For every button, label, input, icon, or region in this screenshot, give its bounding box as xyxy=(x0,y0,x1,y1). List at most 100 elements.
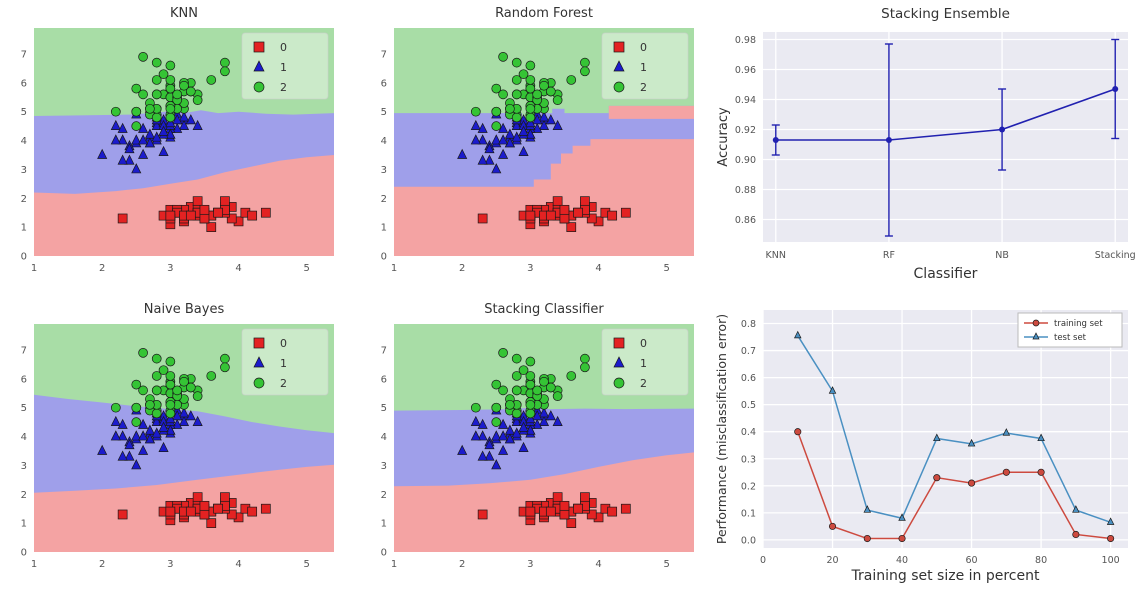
svg-text:4: 4 xyxy=(21,136,27,147)
svg-text:2: 2 xyxy=(21,194,27,205)
svg-text:1: 1 xyxy=(280,357,287,370)
svg-text:0.2: 0.2 xyxy=(741,481,756,492)
svg-text:5: 5 xyxy=(381,107,387,118)
svg-text:3: 3 xyxy=(381,461,387,472)
svg-text:NB: NB xyxy=(995,250,1009,261)
svg-text:7: 7 xyxy=(381,49,387,60)
learning-curve-xaxis-label: Training set size in percent xyxy=(851,568,1040,584)
svg-text:4: 4 xyxy=(235,559,241,570)
svg-text:6: 6 xyxy=(21,374,27,385)
svg-text:2: 2 xyxy=(459,263,465,274)
svg-text:1: 1 xyxy=(280,61,287,74)
learning-curve-yaxis-label: Performance (misclassification error) xyxy=(714,313,729,545)
svg-text:0.88: 0.88 xyxy=(735,185,756,196)
svg-text:0.96: 0.96 xyxy=(735,65,756,76)
svg-text:6: 6 xyxy=(381,78,387,89)
svg-text:4: 4 xyxy=(595,263,601,274)
svg-text:2: 2 xyxy=(640,377,647,390)
svg-text:0.3: 0.3 xyxy=(741,454,756,465)
svg-text:2: 2 xyxy=(381,490,387,501)
svg-text:0: 0 xyxy=(640,41,647,54)
svg-text:0: 0 xyxy=(280,337,287,350)
svg-text:2: 2 xyxy=(459,559,465,570)
svg-text:Stacking: Stacking xyxy=(1095,250,1136,261)
svg-text:0: 0 xyxy=(21,548,27,559)
svg-text:3: 3 xyxy=(167,559,173,570)
svg-text:0.92: 0.92 xyxy=(735,125,756,136)
svg-text:0.7: 0.7 xyxy=(741,346,756,357)
svg-text:0: 0 xyxy=(381,548,387,559)
svg-text:7: 7 xyxy=(21,345,27,356)
svg-text:1: 1 xyxy=(31,559,37,570)
subplot-stacking-ensemble: Stacking Ensemble 0.86 0.88 0.90 0.92 0.94 0.… xyxy=(708,4,1138,300)
svg-text:5: 5 xyxy=(21,107,27,118)
svg-text:1: 1 xyxy=(640,357,647,370)
svg-text:0.8: 0.8 xyxy=(741,319,756,330)
svg-text:3: 3 xyxy=(21,165,27,176)
svg-text:2: 2 xyxy=(99,559,105,570)
svg-text:3: 3 xyxy=(527,559,533,570)
svg-text:0.86: 0.86 xyxy=(735,215,756,226)
svg-text:2: 2 xyxy=(21,490,27,501)
svg-text:0.1: 0.1 xyxy=(741,508,756,519)
svg-text:2: 2 xyxy=(381,194,387,205)
svg-text:4: 4 xyxy=(381,432,387,443)
svg-text:5: 5 xyxy=(304,559,310,570)
svg-text:0.6: 0.6 xyxy=(741,373,756,384)
svg-text:5: 5 xyxy=(664,559,670,570)
svg-text:0: 0 xyxy=(640,337,647,350)
svg-text:test set: test set xyxy=(1054,333,1087,343)
svg-text:5: 5 xyxy=(304,263,310,274)
subplot-title-knn: KNN xyxy=(170,6,198,21)
svg-text:5: 5 xyxy=(381,403,387,414)
subplot-title-stacking-ensemble: Stacking Ensemble xyxy=(881,6,1010,22)
svg-text:7: 7 xyxy=(21,49,27,60)
svg-text:KNN: KNN xyxy=(766,250,786,261)
svg-text:3: 3 xyxy=(21,461,27,472)
svg-text:RF: RF xyxy=(883,250,895,261)
stacking-ensemble-errorbar-plot: 0.86 0.88 0.90 0.92 0.94 0.96 0.98 KNN RF NB Stack… xyxy=(735,32,1136,261)
svg-text:2: 2 xyxy=(99,263,105,274)
svg-text:0.94: 0.94 xyxy=(735,95,756,106)
svg-text:1: 1 xyxy=(640,61,647,74)
svg-text:60: 60 xyxy=(966,555,978,566)
svg-text:6: 6 xyxy=(381,374,387,385)
svg-text:2: 2 xyxy=(280,377,287,390)
svg-text:1: 1 xyxy=(391,559,397,570)
svg-text:5: 5 xyxy=(21,403,27,414)
svg-text:training set: training set xyxy=(1054,319,1103,329)
svg-text:0: 0 xyxy=(280,41,287,54)
learning-curve-plot: 0.0 0.1 0.2 0.3 0.4 0.5 0.6 0.7 0.8 0 20 40 60 80 100 t… xyxy=(741,310,1128,566)
svg-text:4: 4 xyxy=(595,559,601,570)
subplot-title-random-forest: Random Forest xyxy=(495,6,593,21)
svg-text:0: 0 xyxy=(381,252,387,263)
svg-text:1: 1 xyxy=(391,263,397,274)
svg-text:1: 1 xyxy=(31,263,37,274)
svg-text:2: 2 xyxy=(280,81,287,94)
svg-text:3: 3 xyxy=(381,165,387,176)
subplot-learning-curve: 0.0 0.1 0.2 0.3 0.4 0.5 0.6 0.7 0.8 0 20 40 60 80 100 t… xyxy=(708,300,1138,598)
svg-text:40: 40 xyxy=(896,555,908,566)
ensemble-yaxis-label: Accuracy xyxy=(716,107,731,167)
svg-text:1: 1 xyxy=(21,223,27,234)
svg-text:6: 6 xyxy=(21,78,27,89)
svg-text:0.90: 0.90 xyxy=(735,155,756,166)
svg-text:3: 3 xyxy=(527,263,533,274)
svg-text:3: 3 xyxy=(167,263,173,274)
svg-text:0.4: 0.4 xyxy=(741,427,756,438)
subplot-title-naive-bayes: Naive Bayes xyxy=(143,302,225,317)
svg-text:20: 20 xyxy=(826,555,838,566)
svg-text:100: 100 xyxy=(1102,555,1120,566)
subplot-title-stacking-classifier: Stacking Classifier xyxy=(484,302,604,317)
svg-text:0.0: 0.0 xyxy=(741,535,756,546)
svg-text:0: 0 xyxy=(760,555,766,566)
